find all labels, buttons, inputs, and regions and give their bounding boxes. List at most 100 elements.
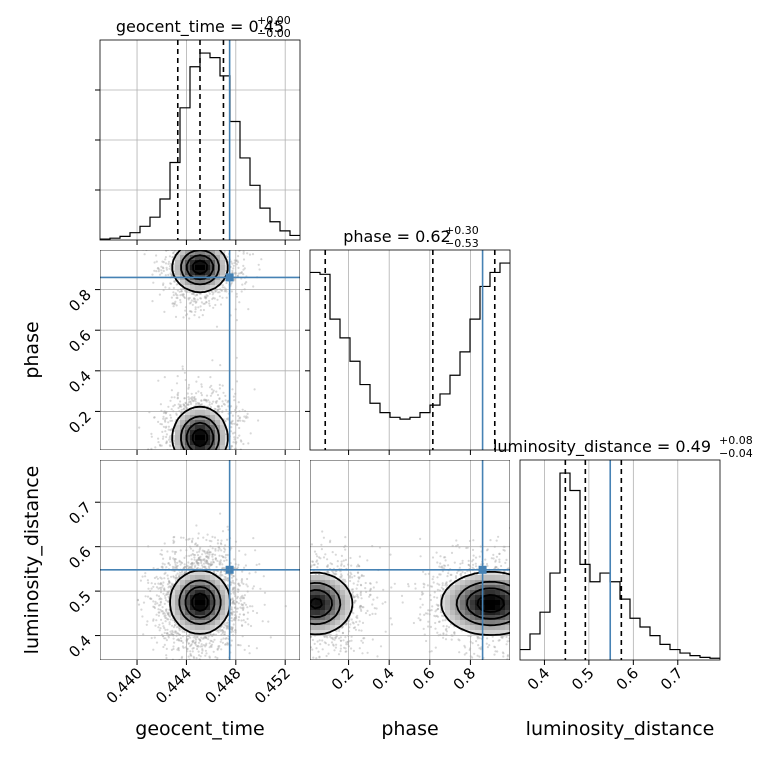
scatter-point [163, 542, 166, 545]
scatter-point [181, 294, 185, 297]
scatter-point [244, 621, 247, 624]
scatter-point [195, 524, 198, 527]
scatter-point [155, 243, 157, 245]
scatter-point [244, 416, 248, 419]
scatter-point [171, 550, 174, 553]
density-cell [200, 440, 206, 446]
scatter-point [201, 458, 203, 460]
scatter-point [197, 557, 200, 560]
scatter-point [173, 535, 176, 539]
scatter-point [200, 666, 202, 668]
scatter-point [193, 457, 195, 459]
scatter-point [179, 301, 182, 304]
panel-luminosity-distance-hist [519, 459, 721, 661]
scatter-point [179, 287, 183, 291]
scatter-point [182, 293, 185, 296]
scatter-point [179, 247, 181, 249]
scatter-point [217, 449, 220, 450]
scatter-point [246, 606, 249, 609]
scatter-point [167, 562, 170, 565]
scatter-point [178, 451, 180, 453]
panel-border [309, 249, 511, 451]
scatter-point [197, 457, 199, 459]
scatter-point [204, 636, 208, 639]
panel-frame [520, 460, 720, 660]
scatter-point [169, 440, 172, 443]
scatter-point [189, 310, 192, 313]
scatter-point [169, 456, 171, 458]
scatter-point [167, 591, 170, 594]
scatter-point [231, 269, 234, 272]
scatter-point [216, 298, 219, 301]
density-cell [180, 255, 186, 261]
scatter-point [220, 289, 223, 292]
scatter-point [206, 562, 209, 565]
scatter-point [201, 245, 203, 247]
scatter-point [176, 450, 178, 452]
density-cell [175, 435, 181, 441]
scatter-point [195, 300, 198, 303]
density-cell [210, 255, 216, 261]
scatter-point [199, 558, 202, 561]
scatter-point [200, 651, 204, 655]
scatter-point [196, 544, 199, 547]
scatter-point [196, 453, 198, 455]
scatter-point [192, 453, 194, 455]
density-cell [195, 250, 201, 256]
scatter-point [209, 639, 212, 642]
scatter-point [188, 310, 191, 313]
scatter-point [208, 250, 210, 251]
scatter-point [224, 394, 227, 397]
scatter-point [207, 635, 210, 638]
density-cell [205, 410, 211, 416]
scatter-point [230, 644, 233, 647]
scatter-point [159, 627, 162, 630]
scatter-point [175, 296, 178, 299]
scatter-point [200, 394, 203, 397]
scatter-point [224, 643, 227, 646]
scatter-point [217, 247, 219, 249]
scatter-point [197, 650, 200, 653]
scatter-point [199, 458, 201, 460]
scatter-point [159, 444, 162, 447]
scatter-point [192, 656, 196, 660]
scatter-point [169, 586, 173, 590]
scatter-point [195, 246, 197, 248]
scatter-point [233, 272, 236, 275]
scatter-point [185, 640, 188, 644]
scatter-point [229, 248, 231, 250]
density-cell [220, 440, 226, 446]
density-cell [220, 260, 226, 266]
scatter-point [222, 454, 224, 456]
density-cell [185, 255, 191, 261]
scatter-point [208, 401, 211, 404]
scatter-point [167, 613, 170, 617]
scatter-point [185, 247, 187, 249]
scatter-point [158, 293, 161, 296]
scatter-point [214, 289, 217, 293]
scatter-point [221, 632, 224, 635]
scatter-point [212, 571, 215, 574]
scatter-point [202, 308, 205, 312]
scatter-point [188, 245, 190, 247]
scatter-point [233, 610, 236, 614]
scatter-point [171, 419, 174, 422]
scatter-point [186, 650, 189, 653]
scatter-point [158, 623, 161, 626]
scatter-point [198, 248, 200, 250]
scatter-point [246, 412, 249, 415]
scatter-point [197, 242, 199, 244]
scatter-point [173, 552, 177, 556]
scatter-point [208, 451, 210, 453]
scatter-point [242, 607, 245, 610]
scatter-point [221, 453, 223, 455]
scatter-point [193, 246, 195, 248]
scatter-point [164, 262, 168, 265]
scatter-point [214, 454, 216, 456]
scatter-point [173, 280, 176, 283]
scatter-point [205, 456, 207, 458]
scatter-point [211, 563, 214, 566]
scatter-point [206, 294, 209, 297]
scatter-point [217, 645, 220, 648]
